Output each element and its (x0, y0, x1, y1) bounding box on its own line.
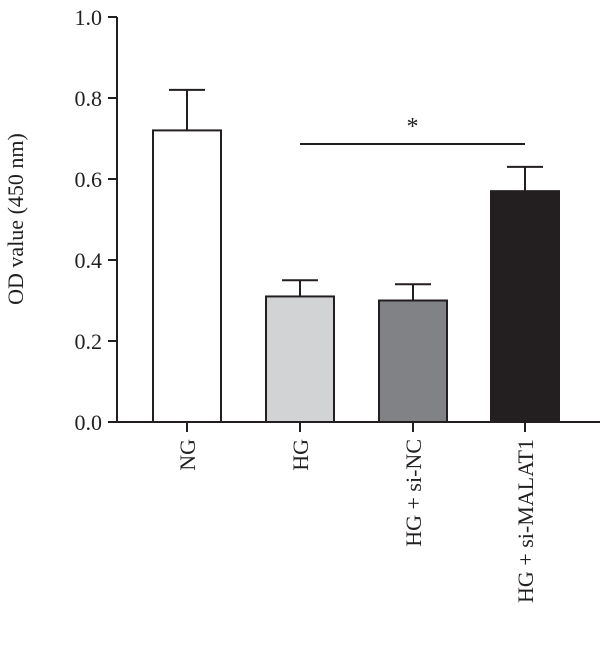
y-axis-label: OD value (450 nm) (3, 133, 28, 305)
significance-label: * (407, 114, 419, 140)
y-tick-label: 0.4 (75, 248, 103, 273)
bar (378, 299, 448, 423)
x-tick-label: HG + si-MALAT1 (513, 439, 538, 603)
x-tick-label: HG (288, 439, 313, 471)
bar (152, 129, 222, 423)
y-tick-label: 1.0 (75, 5, 103, 30)
bar (490, 190, 560, 423)
x-tick-label: HG + si-NC (401, 439, 426, 547)
x-axis: NG HG HG + si-NC HG + si-MALAT1 (117, 421, 600, 603)
bars (152, 129, 560, 424)
y-tick-label: 0.2 (75, 329, 103, 354)
y-tick-label: 0.8 (75, 86, 103, 111)
y-tick-label: 0.0 (75, 410, 103, 435)
x-tick-label: NG (175, 439, 200, 471)
significance-annotations: * (300, 114, 525, 145)
y-axis: 0.0 0.2 0.4 0.6 0.8 1.0 (75, 5, 118, 435)
bar (265, 295, 335, 424)
y-tick-label: 0.6 (75, 167, 103, 192)
error-bars (169, 88, 543, 301)
